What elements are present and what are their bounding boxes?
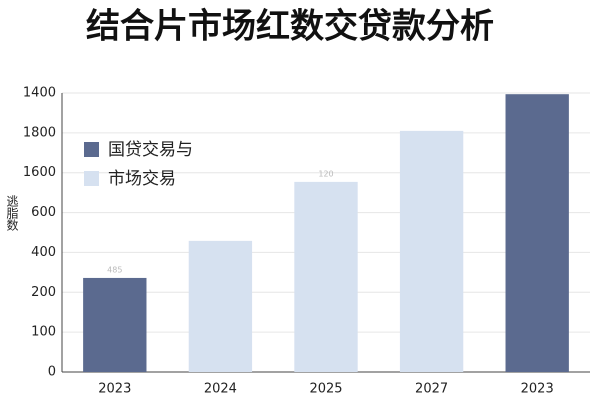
x-tick-label: 2023 [98, 382, 131, 397]
bar [294, 181, 358, 372]
annotation: 120 [318, 169, 333, 178]
x-tick-label: 2027 [415, 382, 448, 397]
legend-swatch [84, 171, 99, 186]
y-tick-label: 600 [31, 205, 56, 220]
y-tick-label: 1400 [23, 86, 56, 101]
legend-label: 国贷交易与 [108, 140, 193, 160]
bar [399, 130, 464, 372]
bar [83, 277, 147, 372]
y-axis-label: 逃脂数 [5, 195, 19, 232]
y-tick-label: 400 [31, 245, 56, 260]
bar [505, 94, 569, 373]
annotation: 485 [107, 265, 122, 274]
legend-swatch [84, 142, 99, 157]
x-tick-label: 2025 [309, 382, 342, 397]
x-tick-label: 2023 [521, 382, 554, 397]
y-tick-label: 100 [31, 325, 56, 340]
legend-label: 市场交易 [108, 169, 176, 189]
chart-title: 结合片市场红数交贷款分析 [86, 7, 494, 47]
x-tick-label: 2024 [204, 382, 237, 397]
bar [188, 240, 253, 372]
y-tick-label: 1800 [23, 125, 56, 140]
y-tick-label: 200 [31, 285, 56, 300]
y-tick-label: 0 [48, 365, 56, 380]
y-tick-label: 1600 [23, 165, 56, 180]
